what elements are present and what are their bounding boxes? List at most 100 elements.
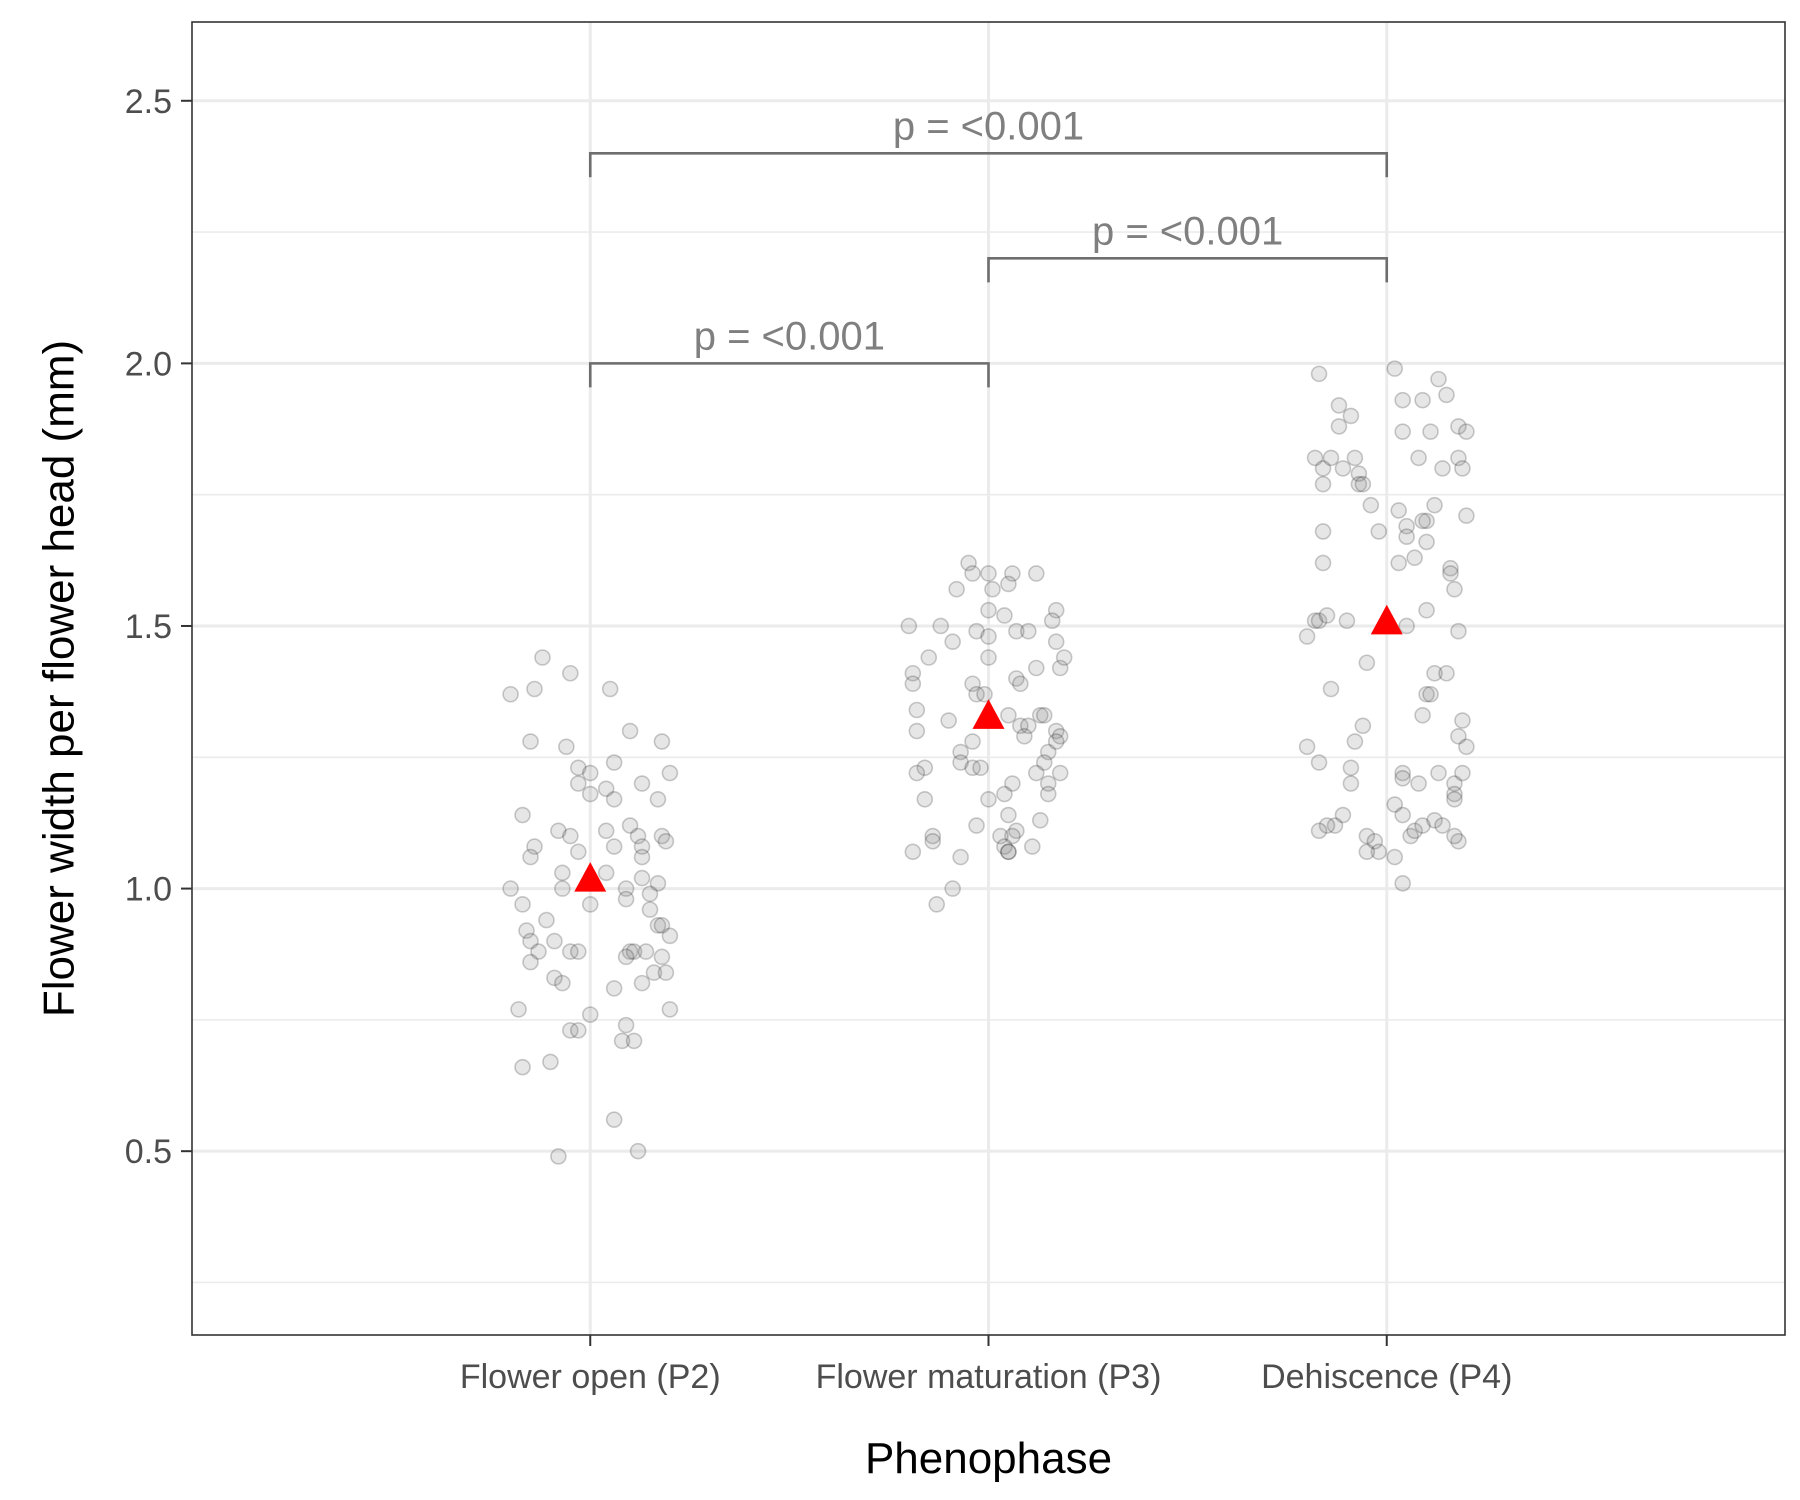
data-point — [633, 838, 651, 855]
data-point — [1346, 733, 1364, 750]
data-point — [1430, 764, 1447, 782]
data-point — [1406, 822, 1423, 840]
data-point — [581, 764, 599, 782]
data-point — [1398, 528, 1415, 545]
data-point — [1051, 659, 1069, 677]
data-point — [1020, 622, 1037, 640]
data-point — [1394, 806, 1411, 824]
data-point — [1314, 460, 1332, 477]
data-point — [1008, 622, 1025, 640]
data-point — [1004, 775, 1021, 792]
data-point — [550, 822, 567, 840]
data-point — [1008, 670, 1025, 687]
p-value-label: p = <0.001 — [694, 314, 885, 358]
data-point — [597, 822, 615, 840]
data-point — [944, 880, 961, 897]
data-point — [502, 880, 519, 897]
data-point — [1322, 680, 1340, 698]
data-point — [522, 848, 539, 866]
data-point — [1000, 706, 1017, 724]
data-point — [1314, 554, 1332, 572]
data-point — [1314, 475, 1332, 493]
data-point — [1458, 738, 1475, 756]
data-point — [1366, 833, 1384, 850]
data-point — [661, 1001, 679, 1018]
data-point — [1310, 365, 1328, 383]
data-point — [1047, 722, 1065, 740]
data-point — [1370, 523, 1388, 540]
data-point — [534, 649, 551, 666]
data-point — [1386, 848, 1404, 866]
data-point — [597, 864, 615, 882]
data-point — [625, 943, 643, 960]
data-point — [1306, 449, 1324, 467]
data-point — [1350, 475, 1368, 493]
data-point — [522, 733, 539, 750]
data-point — [1027, 764, 1045, 782]
data-point — [1310, 822, 1328, 840]
data-point — [1298, 738, 1316, 756]
data-point — [964, 675, 981, 693]
data-point — [653, 917, 671, 934]
data-point — [570, 943, 587, 960]
data-point — [1446, 785, 1463, 803]
data-point — [940, 712, 957, 729]
data-point — [1354, 717, 1372, 735]
data-point — [1426, 812, 1443, 829]
data-point — [1402, 827, 1419, 845]
x-tick-label: Flower open (P2) — [460, 1358, 721, 1396]
data-point — [1394, 764, 1411, 782]
data-point — [1426, 496, 1443, 514]
mean-marker — [972, 699, 1005, 729]
data-point — [1394, 875, 1411, 892]
data-point — [1346, 449, 1364, 467]
data-point — [924, 833, 942, 850]
data-point — [1024, 838, 1041, 855]
data-point — [1342, 759, 1360, 777]
data-point — [1314, 523, 1332, 540]
data-point — [1394, 391, 1411, 409]
data-point — [633, 974, 651, 992]
y-axis-title: Flower width per flower head (mm) — [34, 340, 83, 1017]
data-points — [502, 360, 1475, 1165]
data-point — [1047, 733, 1065, 750]
data-point — [530, 943, 547, 960]
data-point — [637, 943, 655, 960]
data-point — [992, 827, 1009, 845]
data-point — [916, 790, 934, 808]
data-point — [1334, 806, 1352, 824]
data-point — [908, 701, 926, 719]
data-point — [514, 806, 531, 824]
data-point — [948, 580, 965, 598]
data-point — [1039, 743, 1057, 761]
data-point — [514, 896, 531, 913]
data-point — [581, 785, 599, 803]
data-point — [944, 633, 961, 651]
data-point — [1390, 502, 1407, 519]
data-point — [633, 775, 651, 792]
data-point — [554, 974, 571, 992]
p-value-label: p = <0.001 — [893, 104, 1084, 148]
data-point — [641, 901, 659, 918]
data-point — [1414, 817, 1431, 834]
data-point — [514, 1058, 531, 1076]
data-point — [1394, 769, 1411, 787]
data-point — [1342, 775, 1360, 792]
data-point — [964, 565, 981, 582]
data-point — [1362, 496, 1380, 514]
data-point — [1016, 727, 1033, 745]
data-point — [920, 649, 938, 666]
grid — [192, 22, 1785, 1335]
data-point — [649, 790, 667, 808]
data-point — [605, 1111, 623, 1128]
data-point — [1418, 512, 1435, 530]
data-point — [522, 953, 539, 971]
data-point — [984, 580, 1001, 598]
data-point — [601, 680, 619, 698]
data-point — [1446, 827, 1463, 845]
data-point — [1418, 601, 1435, 619]
data-point — [980, 565, 997, 582]
data-point — [1442, 565, 1459, 582]
